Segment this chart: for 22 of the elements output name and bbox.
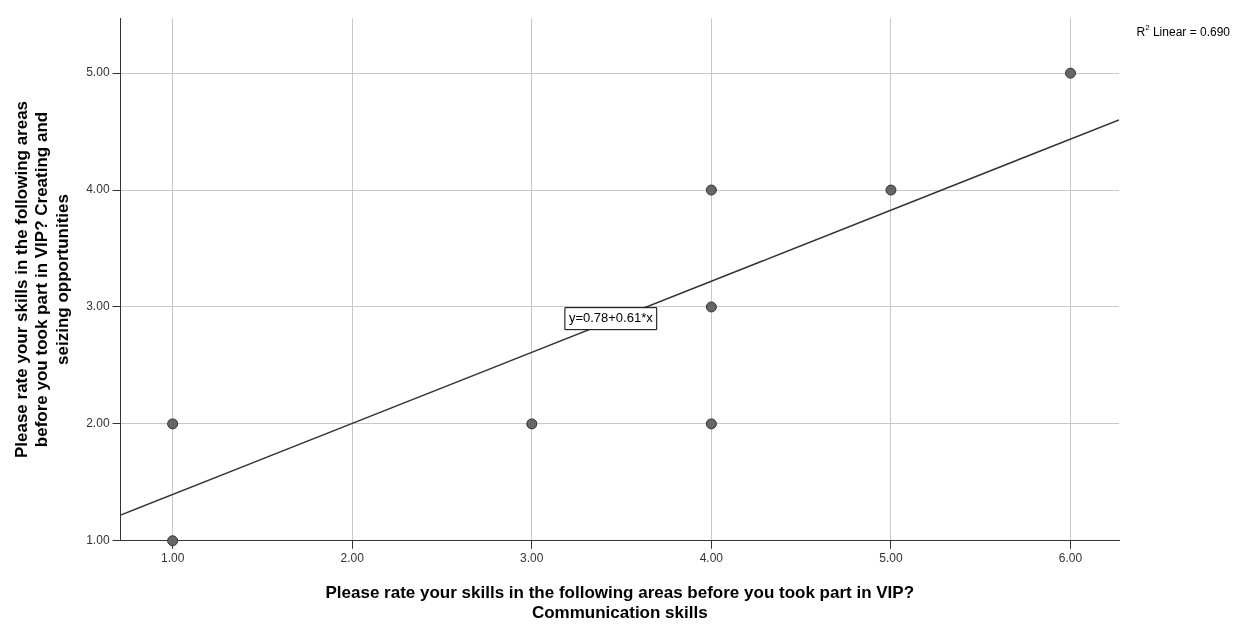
point [167,418,179,430]
x-axis-title: Please rate your skills in the following areas before you took part in VIP? Communication skills [325,583,915,623]
x-tick-label: 3.00 [520,551,544,566]
point [1065,67,1077,79]
x-tick-label: 2.00 [340,551,365,566]
x-tick-label: 5.00 [879,551,903,566]
annotation: y=0.78+0.61*x [568,310,654,326]
point [885,184,897,196]
x-tick-label: 4.00 [699,551,724,566]
y-tick-label: 4.00 [86,182,110,197]
point [705,184,717,196]
y-tick-label: 1.00 [86,533,110,548]
point [526,418,538,430]
x-tick-label: 1.00 [160,551,185,566]
x-tick-label: 6.00 [1058,551,1083,566]
y-tick-label: 2.00 [86,416,110,431]
point [705,301,717,313]
point [705,418,717,430]
point [167,535,179,547]
y-tick-label: 3.00 [86,299,110,314]
y-tick-label: 5.00 [86,65,110,80]
y-axis-title: Please rate your skills in the following areas before you took part in VIP? Creating and seizing opportunities [11,100,72,459]
